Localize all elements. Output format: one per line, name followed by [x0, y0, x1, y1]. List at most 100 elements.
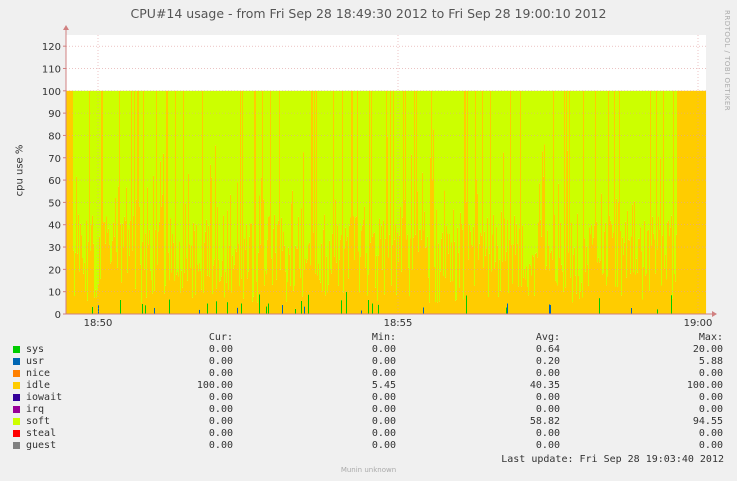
area-idle: [187, 280, 189, 314]
header-cur: Cur:: [208, 332, 233, 343]
legend-cur: 0.00: [208, 344, 233, 355]
area-soft: [570, 90, 572, 278]
area-usr: [98, 305, 100, 314]
area-idle: [162, 194, 164, 314]
area-idle: [590, 234, 592, 314]
area-idle: [194, 230, 196, 314]
area-soft: [384, 90, 386, 295]
area-idle: [116, 251, 118, 314]
area-idle: [652, 216, 654, 314]
area-soft: [346, 90, 348, 241]
area-idle: [191, 245, 193, 314]
area-soft: [398, 90, 400, 262]
area-soft: [124, 90, 126, 217]
area-idle: [98, 284, 100, 306]
area-idle: [503, 152, 505, 314]
area-soft: [142, 90, 144, 242]
area-soft: [160, 90, 162, 162]
area-soft: [548, 90, 550, 246]
area-idle: [87, 300, 89, 314]
area-soft: [181, 90, 183, 271]
area-idle: [311, 90, 313, 314]
area-idle: [535, 253, 537, 314]
area-soft: [613, 90, 615, 233]
area-idle: [519, 228, 521, 314]
area-soft: [165, 90, 167, 286]
area-soft: [565, 90, 567, 288]
area-soft: [385, 90, 387, 239]
area-idle: [469, 224, 471, 314]
area-idle: [501, 211, 503, 314]
area-idle: [92, 215, 94, 307]
area-soft: [113, 90, 115, 223]
area-soft: [675, 90, 677, 282]
area-idle: [319, 279, 321, 314]
area-idle: [163, 153, 165, 314]
area-soft: [132, 90, 134, 251]
area-soft: [179, 90, 181, 242]
legend-name: sys: [26, 344, 45, 355]
area-idle: [205, 231, 207, 314]
area-idle: [188, 173, 190, 314]
area-idle: [292, 190, 294, 314]
area-soft: [574, 90, 576, 248]
area-idle: [161, 206, 163, 314]
area-idle: [613, 232, 615, 314]
area-idle: [436, 209, 438, 314]
area-soft: [524, 90, 526, 269]
area-idle: [418, 251, 420, 314]
area-idle: [374, 232, 376, 314]
legend-name: irq: [26, 404, 45, 415]
area-idle: [491, 271, 493, 314]
area-soft: [577, 90, 579, 214]
area-soft: [531, 90, 533, 276]
area-idle: [70, 90, 72, 314]
area-soft: [509, 90, 511, 240]
area-soft: [581, 90, 583, 283]
legend-swatch: [13, 370, 20, 377]
area-soft: [532, 90, 534, 256]
legend-max: 100.00: [686, 380, 723, 391]
area-soft: [636, 90, 638, 259]
area-soft: [88, 90, 90, 242]
area-soft: [655, 90, 657, 274]
area-soft: [178, 90, 180, 277]
area-soft: [76, 90, 78, 177]
area-idle: [309, 242, 311, 314]
area-idle: [517, 243, 519, 314]
area-idle: [103, 222, 105, 314]
area-idle: [385, 238, 387, 314]
area-idle: [352, 90, 354, 314]
area-idle: [683, 90, 685, 314]
area-soft: [668, 90, 670, 221]
area-idle: [473, 226, 475, 314]
area-soft: [582, 90, 584, 298]
area-soft: [367, 90, 369, 296]
area-soft: [447, 90, 449, 234]
area-idle: [203, 292, 205, 314]
area-idle: [638, 238, 640, 314]
area-idle: [359, 292, 361, 314]
area-soft: [462, 90, 464, 230]
area-soft: [485, 90, 487, 256]
area-idle: [536, 252, 538, 314]
y-tick-label: 0: [55, 310, 61, 321]
area-idle: [644, 220, 646, 314]
area-idle: [686, 90, 688, 314]
area-usr: [154, 307, 156, 314]
area-idle: [601, 193, 603, 314]
area-idle: [467, 90, 469, 314]
area-soft: [109, 90, 111, 245]
area-soft: [347, 90, 349, 237]
area-idle: [372, 236, 374, 304]
area-soft: [189, 90, 191, 245]
area-soft: [549, 90, 551, 271]
area-idle: [544, 144, 546, 314]
area-soft: [355, 90, 357, 218]
area-idle: [155, 229, 157, 314]
area-idle: [586, 246, 588, 314]
area-soft: [141, 90, 143, 303]
area-idle: [461, 223, 463, 314]
area-soft: [208, 90, 210, 226]
area-soft: [596, 90, 598, 222]
